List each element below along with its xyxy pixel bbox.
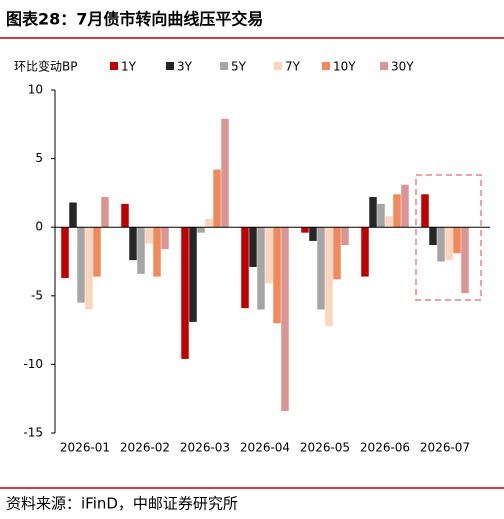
bar xyxy=(153,227,161,277)
bar xyxy=(429,227,437,246)
bar xyxy=(437,227,445,262)
bar xyxy=(273,227,281,324)
bar xyxy=(281,227,289,412)
bar xyxy=(77,227,85,303)
legend-swatch xyxy=(110,62,118,70)
legend-swatch xyxy=(380,62,388,70)
legend-label: 5Y xyxy=(231,60,247,74)
legend-label: 30Y xyxy=(391,60,414,74)
bar xyxy=(309,227,317,241)
y-tick-label: -10 xyxy=(23,357,43,371)
bar xyxy=(101,197,109,228)
y-axis-label: 环比变动BP xyxy=(14,59,77,74)
bar xyxy=(61,227,69,278)
x-tick-label: 2026-05 xyxy=(300,441,350,455)
bar xyxy=(341,227,349,246)
bar xyxy=(369,197,377,228)
bar xyxy=(421,194,429,228)
legend-label: 7Y xyxy=(285,60,301,74)
bar xyxy=(145,227,153,244)
bar xyxy=(241,227,249,309)
bar xyxy=(93,227,101,277)
bar xyxy=(221,118,229,228)
source: 资料来源：iFinD，中邮证券研究所 xyxy=(6,495,238,513)
bar xyxy=(265,227,273,284)
bar xyxy=(461,227,469,294)
bar xyxy=(333,227,341,280)
y-tick-label: 0 xyxy=(35,220,43,234)
bar xyxy=(377,203,385,228)
x-tick-label: 2026-07 xyxy=(420,441,470,455)
bar xyxy=(213,169,221,228)
bar xyxy=(137,227,145,274)
bar xyxy=(361,227,369,277)
bar xyxy=(249,227,257,267)
x-tick-label: 2026-01 xyxy=(60,441,110,455)
x-tick-label: 2026-04 xyxy=(240,441,290,455)
bar xyxy=(325,227,333,326)
legend-swatch xyxy=(274,62,282,70)
bar xyxy=(129,227,137,261)
y-tick-label: 5 xyxy=(35,151,43,165)
y-tick-label: -5 xyxy=(31,288,43,302)
bar xyxy=(393,194,401,228)
bar xyxy=(69,202,77,228)
bar xyxy=(205,218,213,228)
legend-swatch xyxy=(166,62,174,70)
bar xyxy=(301,227,309,233)
bar xyxy=(257,227,265,310)
chart-title: 图表28：7月债市转向曲线压平交易 xyxy=(6,10,263,29)
x-tick-label: 2026-06 xyxy=(360,441,410,455)
bar xyxy=(181,227,189,359)
bar xyxy=(161,227,169,250)
bar xyxy=(121,203,129,228)
legend-label: 10Y xyxy=(333,60,356,74)
bar xyxy=(445,227,453,261)
x-tick-label: 2026-03 xyxy=(180,441,230,455)
bar xyxy=(385,216,393,228)
highlight-box xyxy=(415,174,482,301)
legend-swatch xyxy=(220,62,228,70)
y-tick-label: -15 xyxy=(23,426,43,440)
legend-label: 3Y xyxy=(177,60,193,74)
y-tick-label: 10 xyxy=(28,83,43,97)
bar xyxy=(453,227,461,254)
legend-swatch xyxy=(322,62,330,70)
bar xyxy=(189,227,197,322)
legend-label: 1Y xyxy=(121,60,137,74)
x-tick-label: 2026-02 xyxy=(120,441,170,455)
bar xyxy=(85,227,93,310)
bar xyxy=(401,184,409,228)
bar xyxy=(197,227,205,233)
bar xyxy=(317,227,325,310)
